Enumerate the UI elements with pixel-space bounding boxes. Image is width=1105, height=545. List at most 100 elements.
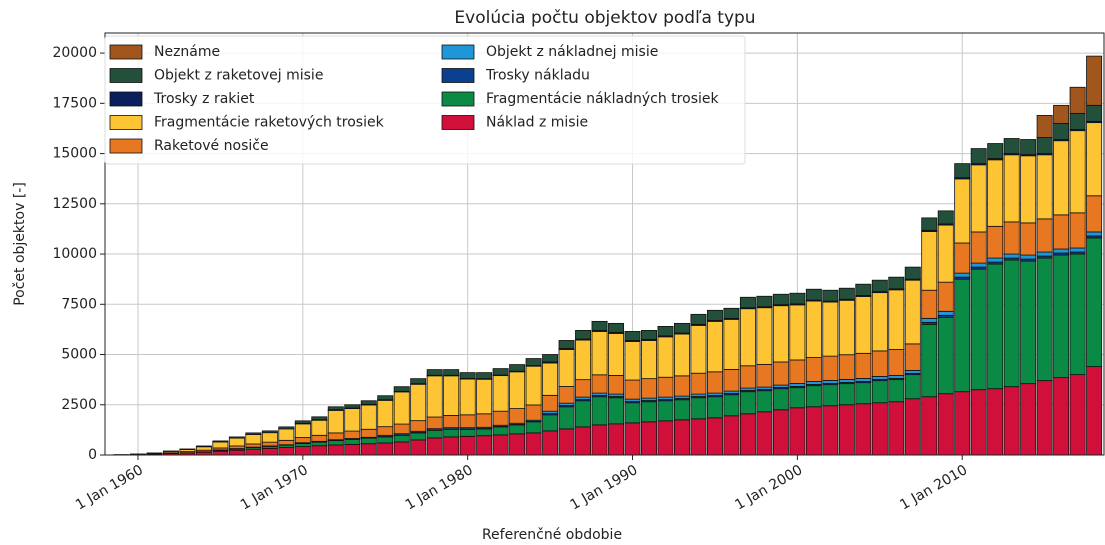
bar-segment <box>1020 383 1037 456</box>
bar-segment <box>195 445 212 448</box>
legend-swatch <box>441 91 475 107</box>
bar-segment <box>278 428 295 441</box>
bar-segment <box>212 450 229 456</box>
bar-segment <box>904 266 921 280</box>
bar-segment <box>921 396 938 456</box>
bar-segment <box>673 322 690 334</box>
bar-segment <box>904 374 921 400</box>
bar-segment <box>987 257 1004 263</box>
bar-segment <box>1053 377 1070 456</box>
bar-segment <box>443 375 460 416</box>
bar-segment <box>591 320 608 331</box>
bar-segment <box>756 295 773 308</box>
bar-segment <box>871 279 888 293</box>
bar-segment <box>1036 257 1053 382</box>
bar-segment <box>921 323 938 398</box>
legend-label: Náklad z misie <box>486 115 588 131</box>
bar-segment <box>789 292 806 305</box>
bar-segment <box>360 428 377 438</box>
bar-segment <box>261 441 278 447</box>
bar-segment <box>888 379 905 403</box>
bar-segment <box>327 409 344 434</box>
bar-segment <box>212 440 229 443</box>
bar-segment <box>855 382 872 405</box>
y-tick-label: 2500 <box>61 397 97 413</box>
bar-segment <box>805 381 822 385</box>
bar-segment <box>954 242 971 274</box>
bar-segment <box>608 333 625 376</box>
legend-label: Trosky z rakiet <box>153 91 255 107</box>
y-axis-label: Počet objektov [-] <box>12 182 28 306</box>
bar-segment <box>822 384 839 407</box>
legend-swatch <box>109 44 143 60</box>
bar-segment <box>937 281 954 312</box>
bar-segment <box>542 362 559 396</box>
bar-segment <box>311 416 328 421</box>
bar-segment <box>789 359 806 384</box>
bar-segment <box>1020 155 1037 224</box>
bar-segment <box>1003 253 1020 259</box>
bar-segment <box>261 430 278 434</box>
bar-segment <box>410 439 427 456</box>
bar-segment <box>575 339 592 381</box>
bar-segment <box>558 406 575 430</box>
x-tick-label: 1 Jan 2010 <box>897 462 970 513</box>
bar-segment <box>805 385 822 408</box>
bar-segment <box>690 313 707 325</box>
bar-segment <box>509 433 526 456</box>
bar-segment <box>987 225 1004 259</box>
bar-segment <box>476 435 493 456</box>
legend-label: Fragmentácie raketových trosiek <box>154 115 385 131</box>
bar-segment <box>739 365 756 389</box>
bar-segment <box>212 441 229 449</box>
bar-segment <box>904 279 921 345</box>
bar-segment <box>624 402 641 424</box>
bar-segment <box>393 423 410 435</box>
bar-segment <box>1003 138 1020 154</box>
bar-segment <box>921 231 938 291</box>
bar-segment <box>855 403 872 456</box>
bar-segment <box>459 372 476 379</box>
bar-segment <box>772 293 789 306</box>
bar-segment <box>871 402 888 456</box>
bar-segment <box>673 333 690 377</box>
bar-segment <box>525 404 542 421</box>
bar-segment <box>641 401 657 423</box>
bar-segment <box>1069 247 1086 253</box>
bar-segment <box>261 447 278 456</box>
bar-segment <box>1069 112 1086 130</box>
bar-segment <box>772 388 789 411</box>
bar-segment <box>1003 259 1020 388</box>
bar-segment <box>459 378 476 416</box>
bar-segment <box>575 330 592 340</box>
bar-segment <box>987 388 1004 456</box>
bar-segment <box>1036 218 1053 253</box>
bar-segment <box>954 178 971 244</box>
bar-segment <box>476 428 493 437</box>
bar-segment <box>723 368 740 392</box>
bar-segment <box>1086 122 1103 197</box>
bar-segment <box>624 379 641 400</box>
bar-segment <box>937 316 954 395</box>
bar-segment <box>624 422 641 456</box>
bar-segment <box>673 375 690 397</box>
bar-segment <box>987 263 1004 390</box>
bar-segment <box>426 437 443 456</box>
bar-segment <box>970 262 987 268</box>
bar-segment <box>937 393 954 456</box>
legend: Neznáme Objekt z raketovej misie Trosky z … <box>104 35 746 165</box>
bar-segment <box>344 404 361 409</box>
bar-segment <box>954 163 971 179</box>
bar-segment <box>195 446 212 451</box>
bar-segment <box>822 355 839 381</box>
legend-swatch <box>441 44 475 60</box>
bar-segment <box>344 408 361 432</box>
bar-segment <box>888 289 905 350</box>
bar-segment <box>970 268 987 391</box>
bar-segment <box>377 442 394 456</box>
bar-segment <box>360 400 377 405</box>
bar-segment <box>558 428 575 456</box>
bar-segment <box>970 231 987 264</box>
bar-segment <box>558 340 575 349</box>
bar-segment <box>1003 154 1020 223</box>
